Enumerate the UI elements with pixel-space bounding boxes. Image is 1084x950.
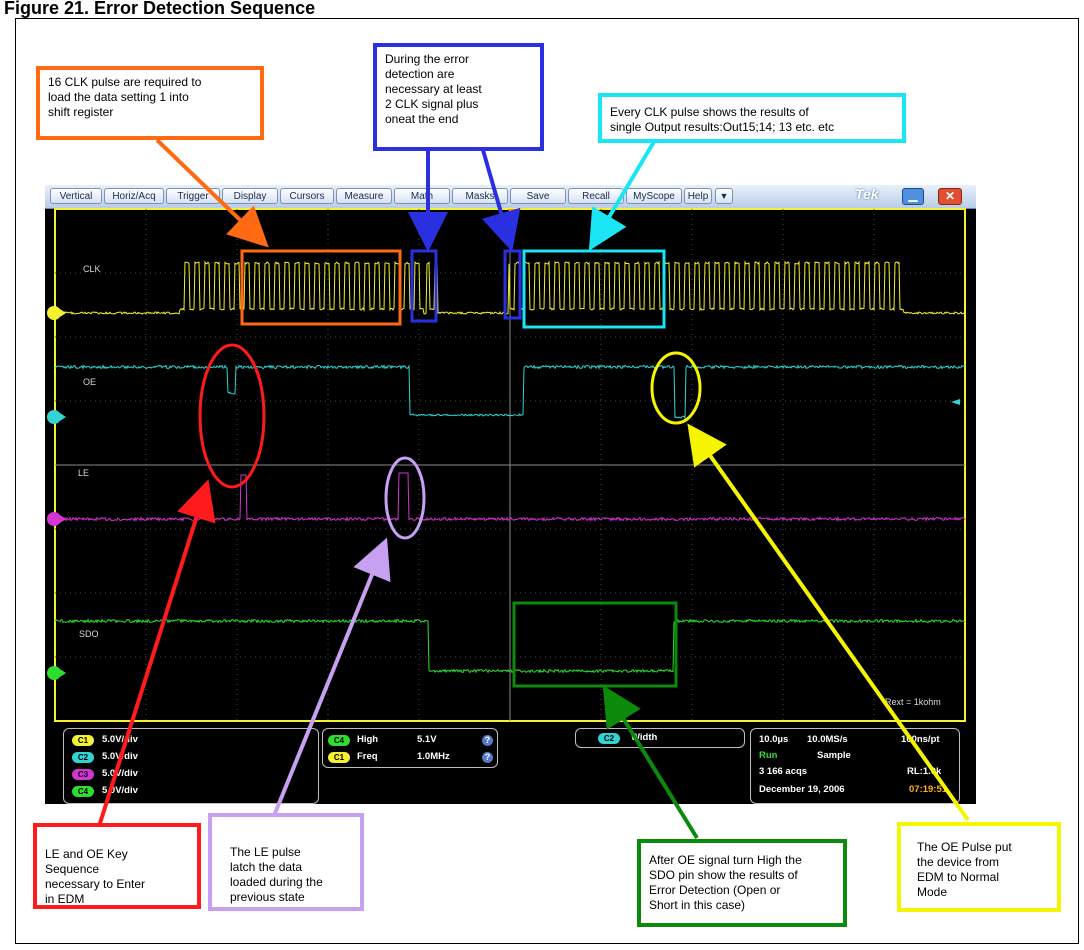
oscilloscope-window: Vertical Horiz/Acq Trigger Display Curso… [45,185,976,804]
ch1-chip: C1 [72,735,94,746]
meas-high-label: High [357,734,378,745]
callout-clk16: 16 CLK pulse are required to load the da… [36,66,264,140]
sdo-label: SDO [79,629,99,639]
callout-oe-pulse: The OE Pulse put the device from EDM to … [897,822,1061,912]
record-length: RL:1.0k [907,766,941,777]
callout-sdo-line: After OE signal turn High the [649,853,837,868]
ch3-scale: 5.0V/div [102,768,138,779]
callout-le-pulse-line: loaded during the [230,875,354,890]
rext-annotation: Rext = 1kohm [885,697,941,707]
callout-error-line: 2 CLK signal plus [385,97,534,112]
callout-clk16-line: 16 CLK pulse are required to [48,75,254,90]
le-label: LE [78,468,89,478]
callout-oe-pulse-line: EDM to Normal [917,870,1051,885]
channel-scale-panel[interactable]: C1 5.0V/div C2 5.0V/div C3 5.0V/div C4 5… [63,728,319,804]
callout-le-oe-line: Sequence [45,862,191,877]
meas-freq-chip: C1 [328,752,350,763]
ch1-ground-marker[interactable] [47,306,66,320]
meas-freq-label: Freq [357,751,378,762]
width-label: Width [631,732,657,743]
acquisition-panel[interactable]: 10.0µs 10.0MS/s 100ns/pt Run Sample 3 16… [750,728,960,804]
acq-date: December 19, 2006 [759,784,845,795]
callout-sdo-line: Error Detection (Open or [649,883,837,898]
callout-le-oe-line: necessary to Enter [45,877,191,892]
ch4-scale: 5.0V/div [102,785,138,796]
ch3-chip: C3 [72,769,94,780]
oe-label: OE [83,377,96,387]
ch2-scale: 5.0V/div [102,751,138,762]
graticule-grid [55,209,965,721]
callout-sdo-line: SDO pin show the results of [649,868,837,883]
ch2-chip: C2 [72,752,94,763]
acq-count: 3 166 acqs [759,766,807,777]
acq-time: 07:19:51 [909,784,947,795]
callout-le-pulse-line: latch the data [230,860,354,875]
callout-le-pulse: The LE pulse latch the data loaded durin… [208,813,364,911]
width-chip: C2 [598,733,620,744]
ch4-ground-marker[interactable] [47,666,66,680]
callout-le-oe-line: LE and OE Key [45,847,191,862]
callout-oe-pulse-line: The OE Pulse put [917,840,1051,855]
callout-error-line: During the error [385,52,534,67]
callout-every-clk-line: single Output results:Out15;14; 13 etc. … [610,120,896,135]
meas-freq-value: 1.0MHz [417,751,450,762]
callout-oe-pulse-line: the device from [917,855,1051,870]
callout-error-line: oneat the end [385,112,534,127]
waveform-display: CLK OE LE SDO Rext = 1kohm [45,185,976,804]
callout-sdo-results: After OE signal turn High the SDO pin sh… [637,839,847,927]
callout-every-clk: Every CLK pulse shows the results of sin… [598,93,906,143]
clk-label: CLK [83,264,101,274]
callout-every-clk-line: Every CLK pulse shows the results of [610,105,896,120]
ch3-ground-marker[interactable] [47,512,66,526]
ch1-scale: 5.0V/div [102,734,138,745]
measurement-panel[interactable]: C4 High 5.1V ? C1 Freq 1.0MHz ? [322,728,498,768]
callout-error-line: detection are [385,67,534,82]
callout-oe-pulse-line: Mode [917,885,1051,900]
run-state: Run [759,750,777,761]
ch2-trigger-level-marker[interactable] [951,399,960,405]
meas-high-status-icon[interactable]: ? [482,735,493,746]
callout-le-oe-line: in EDM [45,892,191,907]
callout-le-oe: LE and OE Key Sequence necessary to Ente… [33,823,201,909]
meas-high-chip: C4 [328,735,350,746]
ch2-ground-marker[interactable] [47,410,66,424]
callout-clk16-line: load the data setting 1 into [48,90,254,105]
callout-le-pulse-line: The LE pulse [230,845,354,860]
figure-title: Figure 21. Error Detection Sequence [4,0,315,19]
timebase: 10.0µs [759,734,788,745]
sample-rate: 10.0MS/s [807,734,848,745]
trigger-position-marker[interactable] [508,209,516,217]
callout-error-line: necessary at least [385,82,534,97]
callout-le-pulse-line: previous state [230,890,354,905]
callout-clk16-line: shift register [48,105,254,120]
callout-sdo-line: Short in this case) [649,898,837,913]
ch4-chip: C4 [72,786,94,797]
points-per-sample: 100ns/pt [901,734,940,745]
width-measurement-panel[interactable]: C2 Width [575,728,745,748]
callout-error-detection: During the error detection are necessary… [373,43,544,151]
meas-high-value: 5.1V [417,734,437,745]
meas-freq-status-icon[interactable]: ? [482,752,493,763]
acq-mode: Sample [817,750,851,761]
